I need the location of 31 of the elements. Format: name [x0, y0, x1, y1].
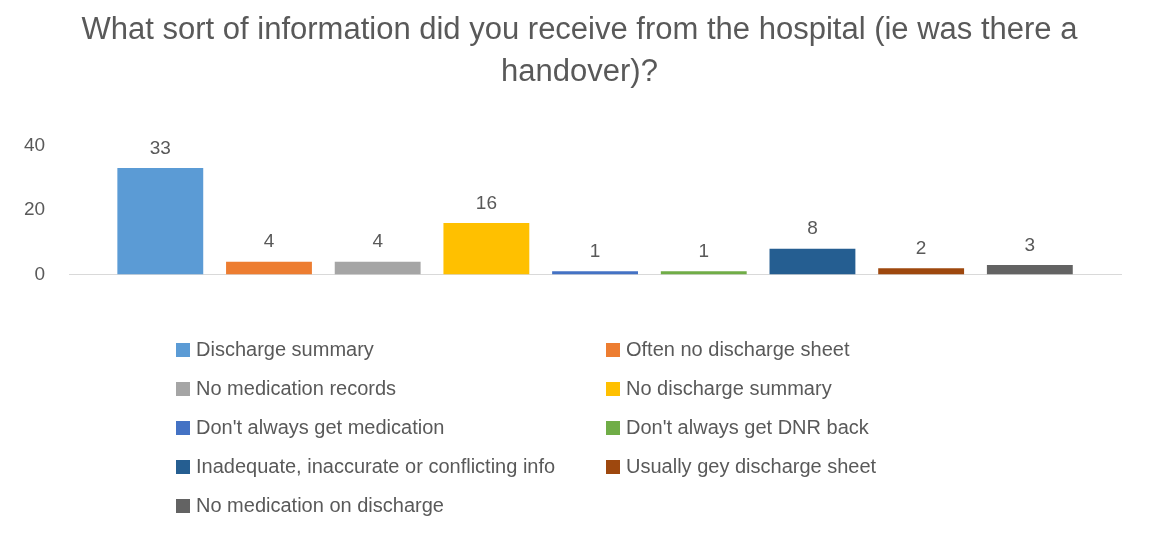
- bar: [769, 248, 856, 275]
- y-tick-label: 0: [34, 262, 46, 284]
- bar: [660, 271, 747, 275]
- data-label: 16: [475, 191, 497, 213]
- legend-label: Discharge summary: [196, 338, 374, 361]
- data-label: 3: [1024, 233, 1036, 255]
- chart-title: What sort of information did you receive from the hospital (ie was there a handover)?: [80, 10, 1079, 90]
- legend-label: Don't always get DNR back: [626, 416, 869, 439]
- data-label: 33: [149, 136, 171, 158]
- legend-label: Often no discharge sheet: [626, 338, 850, 361]
- bar: [986, 264, 1073, 275]
- data-label: 1: [698, 240, 710, 262]
- legend-label: No medication on discharge: [196, 494, 444, 517]
- data-label: 4: [263, 230, 275, 252]
- bar: [878, 268, 965, 275]
- data-label: 2: [915, 236, 927, 258]
- legend-label: No medication records: [196, 377, 397, 400]
- bar: [552, 271, 638, 275]
- data-label: 8: [807, 217, 818, 239]
- bar: [443, 222, 530, 275]
- legend-label: Usually gey discharge sheet: [626, 455, 877, 478]
- data-label: 4: [372, 230, 384, 252]
- y-tick-label: 40: [23, 133, 46, 155]
- bar: [117, 168, 204, 275]
- bar: [226, 261, 312, 275]
- data-label: 1: [589, 240, 601, 262]
- y-tick-label: 20: [23, 198, 46, 220]
- legend-label: No discharge summary: [626, 377, 832, 400]
- legend-label: Don't always get medication: [196, 416, 445, 439]
- bar: [334, 261, 421, 275]
- legend-label: Inadequate, inaccurate or conflicting info: [196, 455, 556, 478]
